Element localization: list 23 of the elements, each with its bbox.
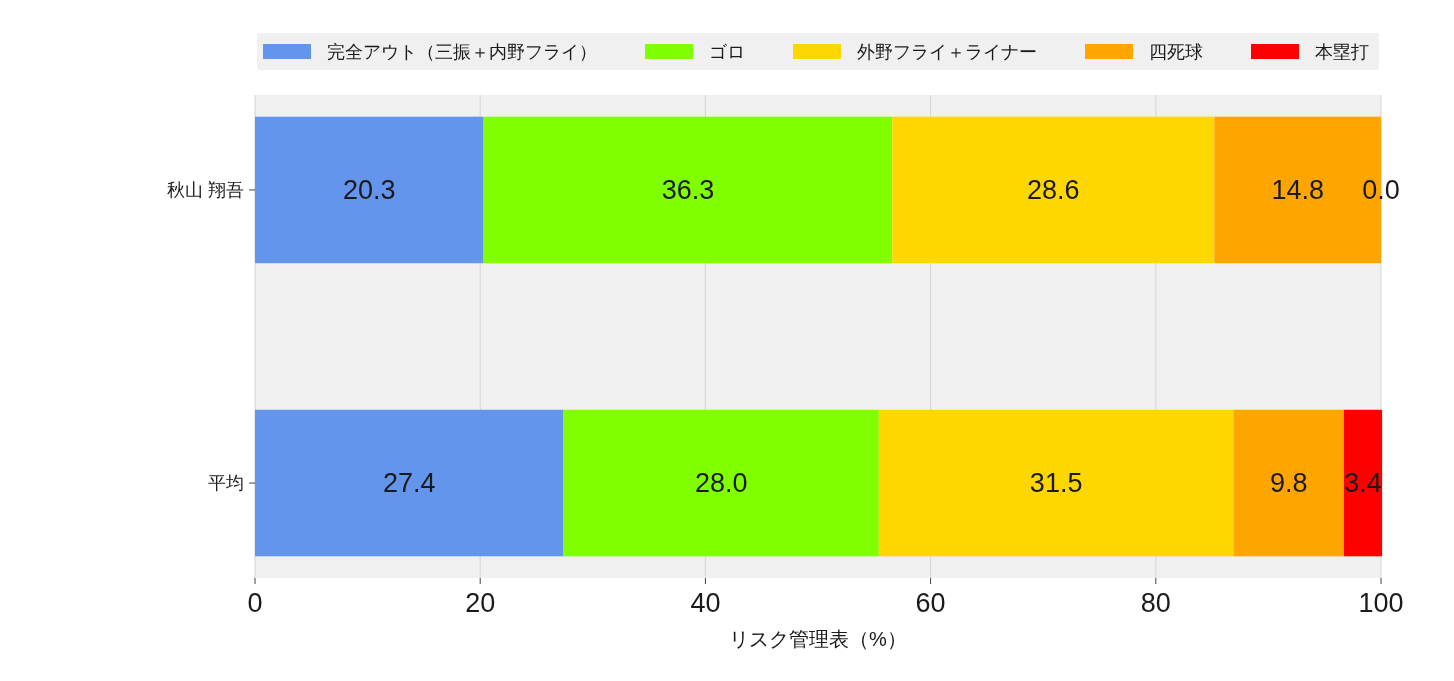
- x-tick-label: 60: [915, 588, 946, 618]
- data-label: 9.8: [1269, 468, 1308, 499]
- x-tick-label: 0: [247, 588, 263, 618]
- data-label: 14.8: [1271, 174, 1324, 205]
- x-tick-label: 80: [1140, 588, 1171, 618]
- data-label: 20.3: [343, 174, 396, 205]
- legend-label: 本塁打: [1315, 41, 1369, 62]
- y-tick-label: 秋山 翔吾: [166, 179, 244, 200]
- legend-label: 四死球: [1149, 41, 1203, 62]
- x-tick-label: 100: [1358, 588, 1404, 618]
- x-tick-label: 20: [465, 588, 496, 618]
- legend-label: 外野フライ＋ライナー: [857, 41, 1037, 62]
- data-label: 28.6: [1027, 174, 1080, 205]
- x-axis-title: リスク管理表（%）: [729, 628, 907, 650]
- y-tick-label: 平均: [208, 473, 244, 494]
- data-label: 27.4: [382, 468, 436, 499]
- legend-label: 完全アウト（三振＋内野フライ）: [327, 41, 597, 62]
- data-label: 31.5: [1029, 468, 1083, 499]
- data-label: 28.0: [694, 468, 748, 499]
- data-label: 36.3: [661, 174, 715, 205]
- data-label: 3.4: [1344, 468, 1382, 499]
- legend-label: ゴロ: [709, 41, 745, 62]
- x-tick-label: 40: [690, 588, 721, 618]
